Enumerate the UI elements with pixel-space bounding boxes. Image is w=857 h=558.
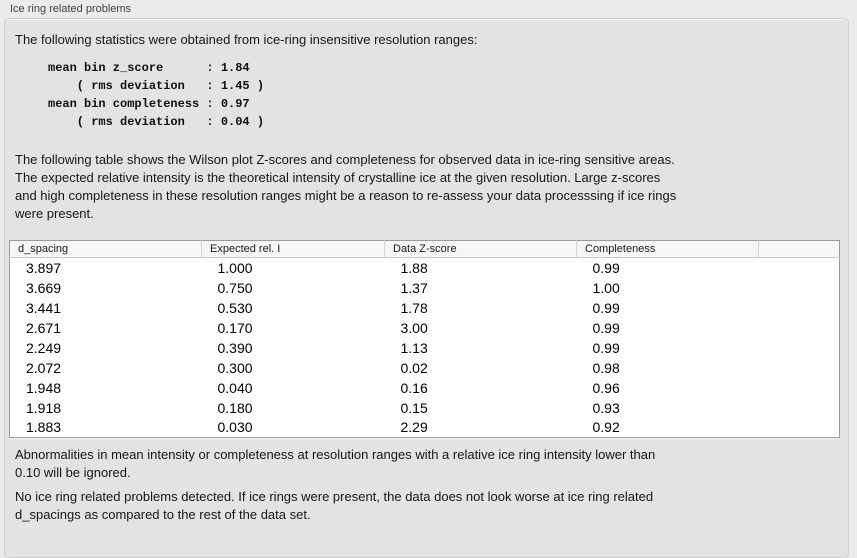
table-description: The following table shows the Wilson plo… bbox=[15, 152, 677, 221]
table-cell: 0.16 bbox=[400, 379, 428, 396]
table-cell: 0.98 bbox=[592, 359, 620, 376]
table-row[interactable]: 1.883 0.030 2.29 0.92 bbox=[10, 418, 840, 438]
table-cell: 0.750 bbox=[217, 279, 253, 296]
table-cell: 0.99 bbox=[592, 339, 620, 356]
table-cell: 2.072 bbox=[26, 359, 62, 376]
table-row[interactable]: 3.441 0.530 1.78 0.99 bbox=[10, 298, 840, 318]
table-cell: 1.88 bbox=[400, 259, 428, 276]
table-header-row: d_spacing Expected rel. I Data Z-score C… bbox=[9, 240, 840, 258]
intro-text: The following statistics were obtained f… bbox=[15, 32, 478, 47]
column-header-data-z-score[interactable]: Data Z-score bbox=[384, 240, 577, 258]
table-cell bbox=[759, 398, 840, 418]
table-cell: 1.37 bbox=[400, 279, 428, 296]
table-cell: 0.99 bbox=[592, 299, 620, 316]
table-cell: 1.000 bbox=[217, 259, 253, 276]
panel-title: Ice ring related problems bbox=[10, 3, 132, 15]
table-cell: 3.441 bbox=[26, 299, 62, 316]
table-cell: 2.249 bbox=[26, 339, 62, 356]
table-cell: 0.99 bbox=[592, 319, 620, 336]
table-cell: 0.170 bbox=[217, 319, 253, 336]
table-row[interactable]: 3.897 1.000 1.88 0.99 bbox=[10, 258, 840, 278]
table-row[interactable]: 2.072 0.300 0.02 0.98 bbox=[10, 358, 840, 378]
table-cell: 1.948 bbox=[26, 379, 62, 396]
table-cell: 0.15 bbox=[400, 399, 428, 416]
column-header-expected-rel-i[interactable]: Expected rel. I bbox=[201, 240, 385, 258]
table-cell: 1.00 bbox=[592, 279, 620, 296]
table-cell: 0.99 bbox=[592, 259, 620, 276]
table-row[interactable]: 2.671 0.170 3.00 0.99 bbox=[10, 318, 840, 338]
table-cell bbox=[759, 358, 840, 378]
table-cell: 1.883 bbox=[26, 419, 62, 436]
conclusion-text: No ice ring related problems detected. I… bbox=[15, 489, 654, 522]
table-cell: 0.93 bbox=[592, 399, 620, 416]
statistics-block: mean bin z_score : 1.84 ( rms deviation … bbox=[48, 61, 265, 129]
table-cell: 0.030 bbox=[217, 419, 253, 436]
table-row[interactable]: 1.948 0.040 0.16 0.96 bbox=[10, 378, 840, 398]
table-cell bbox=[759, 278, 840, 298]
table-cell: 2.671 bbox=[26, 319, 62, 336]
table-cell bbox=[759, 258, 840, 278]
table-cell: 0.02 bbox=[400, 359, 428, 376]
table-cell bbox=[759, 338, 840, 358]
ignore-note: Abnormalities in mean intensity or compl… bbox=[15, 447, 656, 480]
table-cell: 3.669 bbox=[26, 279, 62, 296]
table-cell: 0.040 bbox=[217, 379, 253, 396]
table-cell: 0.300 bbox=[217, 359, 253, 376]
column-header-d-spacing[interactable]: d_spacing bbox=[9, 240, 202, 258]
table-cell bbox=[759, 298, 840, 318]
table-cell: 0.530 bbox=[217, 299, 253, 316]
table-cell bbox=[759, 318, 840, 338]
table-body: 3.897 1.000 1.88 0.99 3.669 0.750 1.37 1… bbox=[10, 258, 840, 438]
ice-ring-problems-panel: The following statistics were obtained f… bbox=[4, 18, 849, 558]
table-cell: 1.918 bbox=[26, 399, 62, 416]
table-cell: 1.13 bbox=[400, 339, 428, 356]
column-header-completeness[interactable]: Completeness bbox=[576, 240, 759, 258]
table-cell bbox=[759, 378, 840, 398]
table-cell: 3.897 bbox=[26, 259, 62, 276]
table-cell bbox=[759, 418, 840, 438]
table-row[interactable]: 2.249 0.390 1.13 0.99 bbox=[10, 338, 840, 358]
ice-ring-table: d_spacing Expected rel. I Data Z-score C… bbox=[9, 240, 840, 438]
column-header-empty[interactable] bbox=[758, 240, 840, 258]
table-cell: 2.29 bbox=[400, 419, 428, 436]
table-cell: 3.00 bbox=[400, 319, 428, 336]
table-cell: 0.390 bbox=[217, 339, 253, 356]
table-cell: 0.180 bbox=[217, 399, 253, 416]
table-header: d_spacing Expected rel. I Data Z-score C… bbox=[9, 240, 840, 258]
table-row[interactable]: 3.669 0.750 1.37 1.00 bbox=[10, 278, 840, 298]
table-row[interactable]: 1.918 0.180 0.15 0.93 bbox=[10, 398, 840, 418]
table-cell: 0.92 bbox=[592, 419, 620, 436]
table-cell: 1.78 bbox=[400, 299, 428, 316]
table-cell: 0.96 bbox=[592, 379, 620, 396]
